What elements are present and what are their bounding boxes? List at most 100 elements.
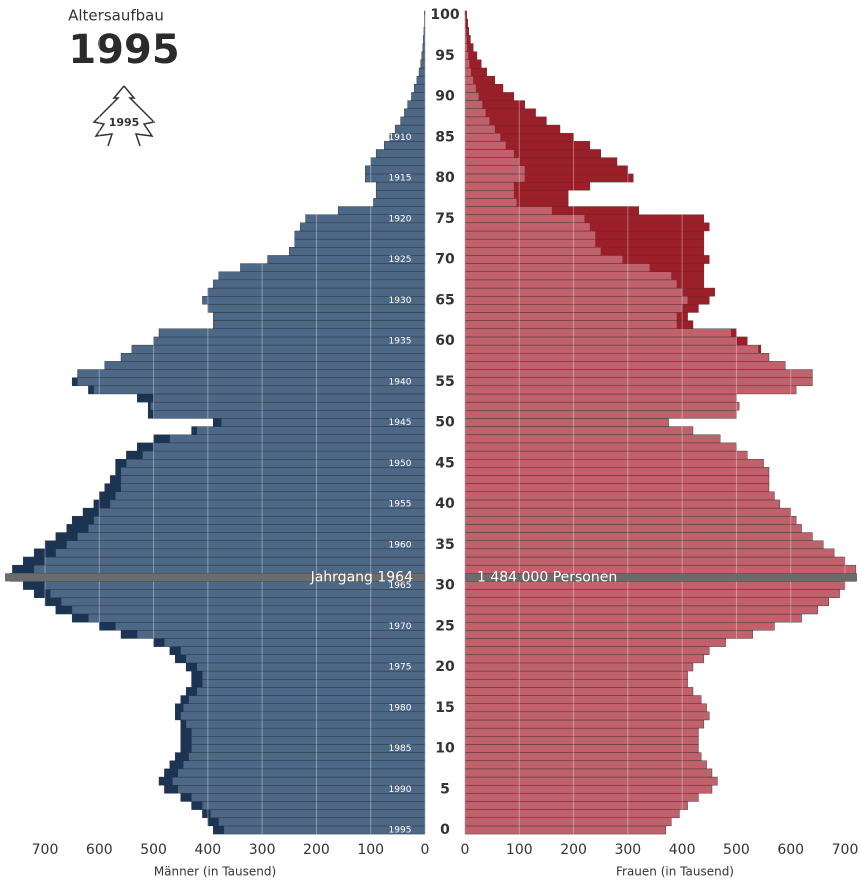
male-surplus	[213, 825, 225, 835]
x-tick-label: 600	[777, 842, 804, 858]
tree-icon	[92, 85, 156, 147]
male-bar	[175, 654, 426, 664]
female-bar	[464, 776, 718, 786]
female-bar	[464, 711, 710, 721]
female-bar	[464, 801, 688, 810]
x-tick-label: 200	[303, 842, 330, 858]
male-bar	[55, 605, 426, 615]
female-surplus	[489, 116, 547, 126]
female-bar	[464, 703, 707, 713]
icon-label: 1995	[109, 116, 140, 129]
female-surplus	[513, 149, 601, 158]
female-bar	[464, 312, 688, 321]
birth-year-label: 1965	[389, 581, 412, 591]
female-bar	[464, 467, 770, 476]
birth-year-label: 1920	[389, 214, 412, 224]
male-surplus	[175, 711, 181, 720]
x-tick-label: 700	[32, 842, 59, 858]
male-surplus	[186, 662, 197, 672]
female-bar	[464, 605, 819, 615]
female-bar	[464, 646, 710, 655]
male-bar	[109, 475, 426, 484]
male-surplus	[104, 483, 121, 492]
male-bar	[213, 312, 426, 321]
female-surplus	[485, 108, 536, 117]
male-surplus	[45, 540, 67, 549]
birth-year-label: 1990	[389, 785, 412, 795]
female-surplus	[513, 182, 590, 191]
male-bar	[158, 328, 426, 338]
left-axis-label: Männer (in Tausend)	[154, 865, 276, 879]
age-tick-label: 30	[435, 578, 455, 594]
female-surplus	[758, 345, 761, 354]
male-bar	[115, 467, 426, 476]
male-bar	[424, 10, 426, 20]
female-surplus	[513, 190, 569, 199]
x-tick-label: 300	[614, 842, 641, 858]
male-surplus	[191, 679, 203, 688]
female-bar	[464, 638, 726, 647]
male-surplus	[126, 451, 143, 460]
age-tick-label: 90	[435, 89, 455, 105]
male-bar	[416, 75, 426, 85]
male-bar	[71, 516, 426, 525]
female-bar	[464, 793, 699, 802]
birth-year-label: 1945	[389, 418, 412, 428]
subtitle: Altersaufbau	[68, 7, 164, 25]
x-tick-label: 0	[421, 842, 430, 858]
female-bar	[464, 556, 846, 566]
male-bar	[375, 149, 426, 158]
age-tick-label: 60	[435, 333, 455, 349]
male-bar	[71, 377, 426, 387]
age-tick-label: 85	[435, 129, 454, 145]
female-surplus	[682, 288, 715, 297]
male-surplus	[180, 695, 189, 704]
highlight-band	[5, 573, 425, 582]
male-surplus	[180, 728, 192, 737]
female-surplus	[524, 173, 634, 183]
female-bar	[464, 410, 737, 419]
female-surplus	[731, 328, 737, 337]
male-surplus	[153, 434, 170, 443]
age-tick-label: 25	[435, 618, 454, 634]
male-bar	[104, 483, 426, 492]
female-bar	[464, 385, 797, 395]
male-bar	[400, 116, 426, 126]
male-bar	[120, 630, 426, 639]
male-bar	[413, 84, 426, 93]
female-bar	[464, 475, 770, 484]
male-surplus	[169, 646, 181, 655]
male-bar	[191, 679, 426, 688]
female-surplus	[676, 312, 688, 321]
female-bar	[464, 621, 775, 631]
male-surplus	[186, 687, 197, 696]
male-surplus	[72, 614, 89, 623]
age-tick-label: 0	[440, 822, 450, 838]
age-tick-label: 65	[435, 292, 454, 308]
male-surplus	[115, 467, 121, 476]
male-surplus	[164, 768, 178, 778]
right-axis-label: Frauen (in Tausend)	[616, 865, 734, 879]
male-surplus	[99, 491, 116, 500]
female-bar	[464, 719, 705, 729]
male-bar	[126, 450, 426, 460]
male-surplus	[191, 671, 203, 680]
female-bar	[464, 361, 786, 370]
female-bar	[464, 630, 753, 639]
female-bar	[464, 401, 740, 411]
female-surplus	[584, 214, 704, 223]
male-surplus	[55, 605, 73, 615]
male-surplus	[191, 426, 197, 435]
x-tick-label: 500	[140, 842, 167, 858]
male-surplus	[93, 499, 111, 509]
female-surplus	[516, 198, 569, 207]
female-surplus	[478, 92, 514, 101]
female-bar	[464, 393, 737, 403]
birth-year-label: 1975	[389, 663, 412, 673]
age-tick-label: 100	[430, 7, 459, 23]
male-bar	[418, 67, 426, 77]
male-bar	[115, 458, 426, 468]
female-surplus	[671, 271, 704, 280]
male-bar	[370, 157, 426, 166]
male-surplus	[72, 516, 94, 525]
